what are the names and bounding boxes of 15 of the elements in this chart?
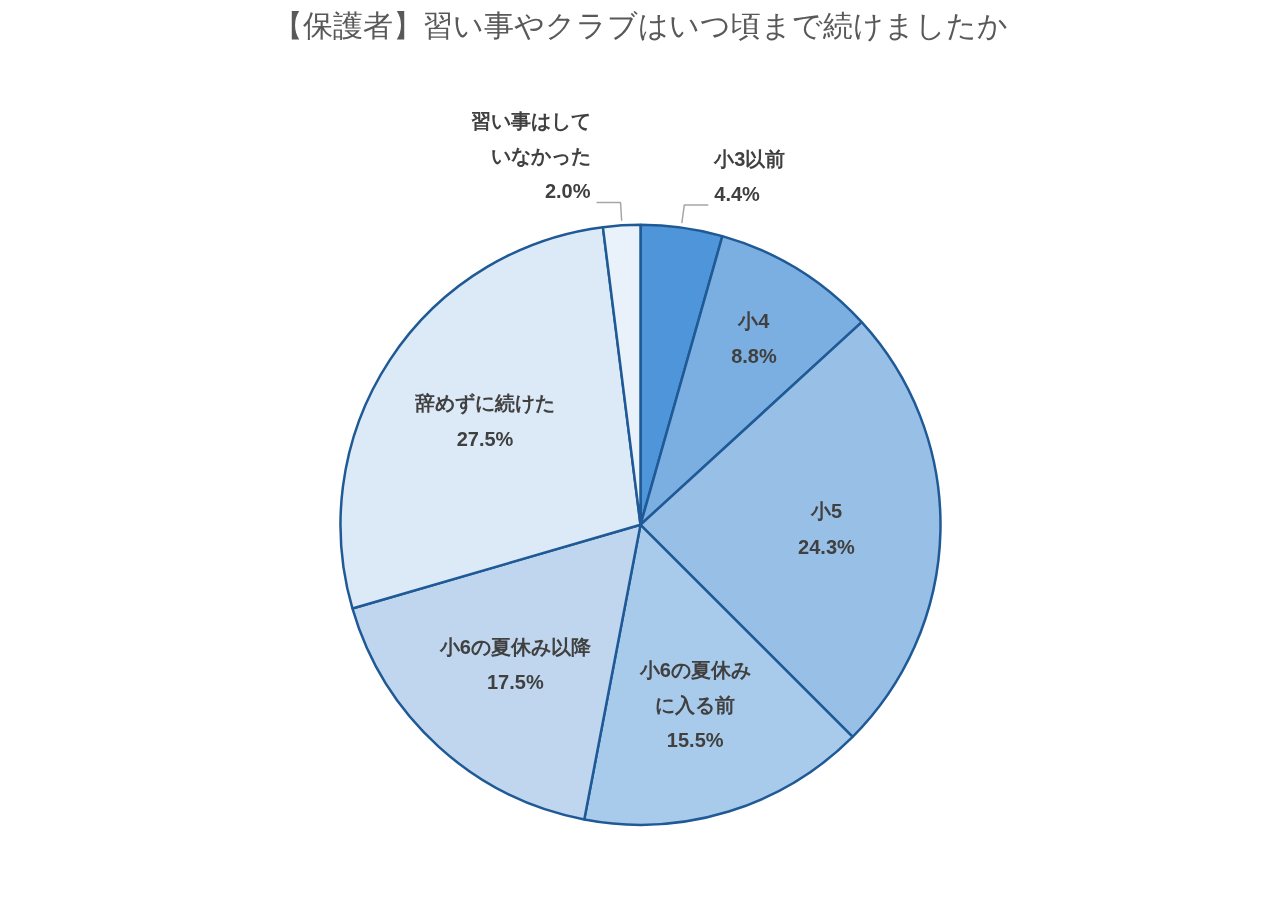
- data-label: 24.3%: [798, 535, 856, 558]
- slice-label: 習い事はしていなかった: [470, 110, 591, 168]
- slice-label: 小6の夏休み以降: [438, 635, 592, 658]
- data-label: 2.0%: [544, 180, 591, 203]
- slice-label: 小3以前: [713, 147, 786, 170]
- data-label: 8.8%: [731, 344, 777, 367]
- slice-label: 辞めずに続けた: [414, 392, 556, 416]
- slice-label: 小6の夏休みに入る前: [638, 659, 751, 717]
- data-label: 27.5%: [456, 427, 514, 450]
- data-label: 17.5%: [486, 671, 544, 694]
- slice-label: 小5: [809, 500, 843, 523]
- slice-label: 小4: [737, 309, 771, 332]
- data-label: 15.5%: [666, 729, 724, 752]
- chart-title: 【保護者】習い事やクラブはいつ頃まで続けましたか: [273, 7, 1008, 43]
- data-label: 4.4%: [714, 182, 761, 205]
